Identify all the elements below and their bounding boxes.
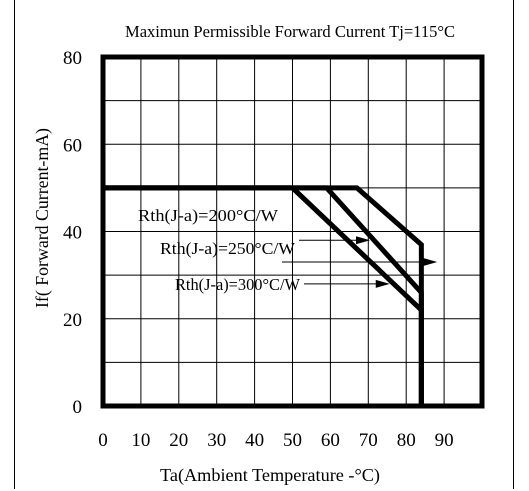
x-tick-label: 40: [245, 430, 264, 451]
x-axis-label: Ta(Ambient Temperature -°C): [160, 465, 380, 486]
grid-lines: [103, 57, 482, 406]
x-tick-label: 20: [169, 430, 188, 451]
series-labels: Rth(J-a)=200°C/W Rth(J-a)=250°C/W Rth(J-a)…: [138, 206, 438, 294]
label-arrowhead: [375, 279, 390, 288]
y-tick-label: 20: [63, 310, 82, 331]
x-tick-label: 10: [131, 430, 150, 451]
label-arrowhead: [355, 236, 370, 245]
y-tick-label: 60: [63, 135, 82, 156]
y-tick-label: 80: [63, 48, 82, 69]
x-tick-label: 60: [321, 430, 340, 451]
series-line: [103, 185, 424, 406]
chart-title: Maximun Permissible Forward Current Tj=1…: [125, 22, 455, 41]
x-tick-label: 90: [435, 430, 454, 451]
x-tick-label: 70: [359, 430, 378, 451]
x-tick-label: 0: [98, 430, 108, 451]
series-label: Rth(J-a)=200°C/W: [138, 206, 279, 225]
y-tick-label: 0: [73, 397, 83, 418]
tick-labels: 0 10 20 30 40 50 60 70 80 90 0 20 40 60 80: [63, 48, 454, 451]
series-lines: [103, 185, 424, 406]
x-tick-label: 30: [207, 430, 226, 451]
y-axis-label: If( Forward Current-mA): [32, 128, 53, 308]
label-arrowhead: [423, 258, 438, 267]
y-tick-label: 40: [63, 223, 82, 244]
series-label: Rth(J-a)=300°C/W: [175, 275, 301, 294]
x-tick-label: 80: [397, 430, 416, 451]
series-label: Rth(J-a)=250°C/W: [160, 239, 296, 258]
plot-border: [100, 54, 485, 409]
x-tick-label: 50: [283, 430, 302, 451]
chart-frame: [14, 0, 514, 489]
